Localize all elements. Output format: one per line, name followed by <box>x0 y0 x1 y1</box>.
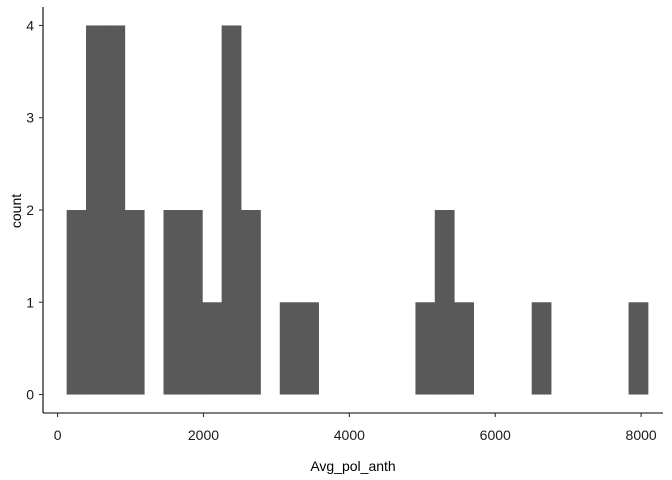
histogram-bar <box>279 302 300 395</box>
x-tick-label: 2000 <box>188 427 219 443</box>
histogram-bar <box>434 210 455 395</box>
histogram-bar <box>105 25 126 395</box>
x-tick-label: 0 <box>54 427 62 443</box>
histogram-bar <box>415 302 436 395</box>
x-tick-label: 6000 <box>480 427 511 443</box>
y-axis-title: count <box>8 194 24 228</box>
y-tick-label: 4 <box>26 17 34 33</box>
x-tick-label: 8000 <box>626 427 657 443</box>
bars-group <box>66 25 649 395</box>
histogram-bar <box>202 302 223 395</box>
histogram-bar <box>182 210 203 395</box>
y-tick-label: 2 <box>26 202 34 218</box>
x-axis-ticks: 0 2000 4000 6000 8000 <box>54 413 657 443</box>
histogram-bar <box>241 210 261 395</box>
x-axis-title: Avg_pol_anth <box>310 458 395 474</box>
histogram-bar <box>66 210 87 395</box>
y-axis-ticks: 0 1 2 3 4 <box>26 17 43 403</box>
y-tick-label: 0 <box>26 387 34 403</box>
histogram-bar <box>454 302 474 395</box>
histogram-bar <box>531 302 552 395</box>
x-tick-label: 4000 <box>334 427 365 443</box>
histogram-bar <box>221 25 242 395</box>
histogram-bar <box>163 210 184 395</box>
histogram-bar <box>86 25 106 395</box>
y-tick-label: 1 <box>26 294 34 310</box>
histogram-bar <box>628 302 649 395</box>
histogram-bar <box>124 210 145 395</box>
y-tick-label: 3 <box>26 110 34 126</box>
histogram-bar <box>299 302 319 395</box>
